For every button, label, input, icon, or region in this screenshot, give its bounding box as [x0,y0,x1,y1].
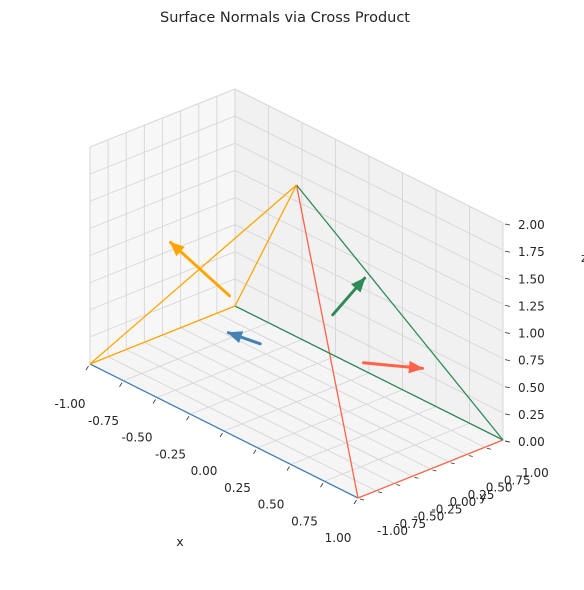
x-tick-label: 0.75 [291,514,318,528]
face-edge [89,305,236,365]
z-tick-mark [504,440,511,443]
x-tick-label: -0.25 [155,447,186,461]
face-edge [234,184,298,307]
x-tick-label: 0.00 [191,464,218,478]
y-tick-mark [414,476,419,479]
normal-arrow-head [351,277,366,293]
y-tick-label: 1.00 [522,466,549,480]
z-tick-mark [504,332,511,334]
z-tick-mark [504,386,511,389]
x-tick-label: -1.00 [54,397,85,411]
face-edge [89,184,297,365]
z-tick-label: 1.00 [518,327,545,341]
z-tick-label: 1.75 [518,245,545,259]
y-tick-label: -0.50 [413,510,444,524]
chart-title: Surface Normals via Cross Product [160,10,410,26]
gridline-z [89,224,504,360]
face-edge [295,184,359,499]
y-tick-label: 0.50 [486,481,513,495]
y-tick-mark [359,498,365,501]
face-edge [234,305,504,441]
z-tick-mark [504,250,511,253]
x-axis-label: x [176,534,183,549]
face-edge [357,439,504,499]
z-tick-mark [504,359,511,362]
x-tick-mark [286,466,290,471]
y-tick-label: -0.25 [431,502,462,516]
z-tick-label: 1.50 [518,272,545,286]
z-axis-label: z [581,250,584,265]
normal-arrow-head [408,360,424,374]
face-edge [89,363,359,499]
x-tick-mark [119,382,123,387]
x-tick-mark [85,365,89,371]
y-tick-label: -1.00 [377,524,408,538]
y-tick-mark [396,484,401,486]
z-tick-mark [504,277,511,280]
y-tick-mark [486,447,491,450]
y-tick-mark [432,469,437,472]
x-tick-label: -0.75 [88,414,119,428]
y-tick-label: 0.75 [504,473,531,487]
face-edge [295,184,504,441]
y-tick-label: 0.00 [450,495,477,509]
z-tick-label: 0.50 [518,381,545,395]
normal-arrow-head [227,331,244,344]
gridline-z [89,197,504,332]
gridline-z [89,142,504,278]
z-tick-label: 0.25 [518,408,545,422]
z-tick-label: 0.75 [518,354,545,368]
x-tick-mark [320,483,324,488]
gridline-z [89,169,504,305]
x-tick-mark [253,449,257,454]
z-tick-mark [504,223,511,226]
y-tick-mark [378,491,383,494]
y-tick-mark [450,462,455,465]
gridline-z [89,251,504,387]
x-tick-mark [353,499,357,505]
z-tick-mark [504,304,511,307]
x-tick-mark [186,416,190,421]
y-tick-label: -0.75 [395,517,426,531]
gridline-z [89,115,504,251]
gridline-z [89,88,504,224]
x-tick-label: -0.50 [121,431,152,445]
z-tick-label: 0.00 [518,435,545,449]
x-tick-label: 1.00 [325,531,352,545]
normal-arrow-head [169,241,185,257]
x-tick-label: 0.25 [224,481,251,495]
y-tick-mark [468,455,473,457]
x-tick-mark [219,432,223,438]
y-axis-label: y [479,489,487,504]
x-tick-mark [152,399,156,404]
z-tick-label: 2.00 [518,218,545,232]
y-tick-label: 0.25 [468,488,495,502]
x-tick-label: 0.50 [258,498,285,512]
z-tick-label: 1.25 [518,299,545,313]
z-tick-mark [504,413,511,416]
